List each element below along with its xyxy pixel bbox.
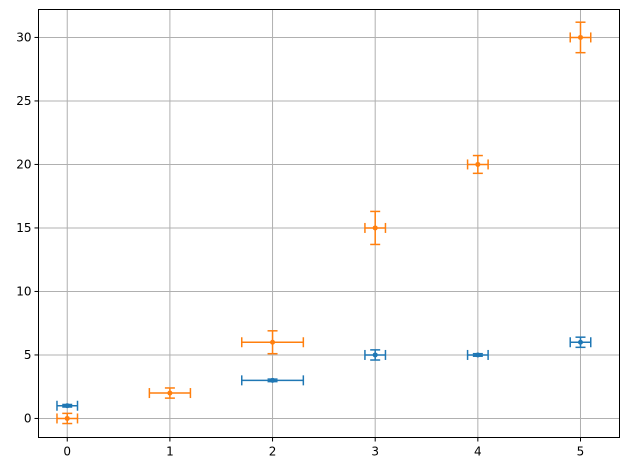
data-point: [270, 377, 276, 383]
data-point: [577, 339, 583, 345]
y-tick-label: 5: [24, 348, 32, 362]
data-point: [64, 403, 70, 409]
y-tick-label: 0: [24, 411, 32, 425]
y-tick-label: 10: [16, 284, 31, 298]
x-tick-label: 2: [269, 445, 277, 459]
x-tick-label: 3: [371, 445, 379, 459]
x-tick-label: 4: [474, 445, 482, 459]
tick-layer: 0 1 2 3 4 5 0 5 10 15 20 25 30: [16, 30, 584, 458]
x-tick-label: 5: [577, 445, 585, 459]
data-point: [372, 352, 378, 358]
data-layer: [56, 21, 592, 425]
data-point: [475, 161, 481, 167]
data-point: [167, 390, 173, 396]
y-tick-label: 30: [16, 30, 31, 44]
x-tick-label: 0: [63, 445, 71, 459]
data-point: [64, 415, 70, 421]
data-point: [475, 352, 481, 358]
y-tick-label: 15: [16, 221, 31, 235]
x-tick-label: 1: [166, 445, 174, 459]
series-1: [56, 336, 592, 411]
data-point: [372, 225, 378, 231]
y-tick-label: 20: [16, 157, 31, 171]
series-2: [56, 21, 592, 425]
grid-layer: [38, 9, 620, 438]
data-point: [577, 34, 583, 40]
axes-frame: [38, 9, 620, 438]
y-tick-label: 25: [16, 94, 31, 108]
data-point: [270, 339, 276, 345]
